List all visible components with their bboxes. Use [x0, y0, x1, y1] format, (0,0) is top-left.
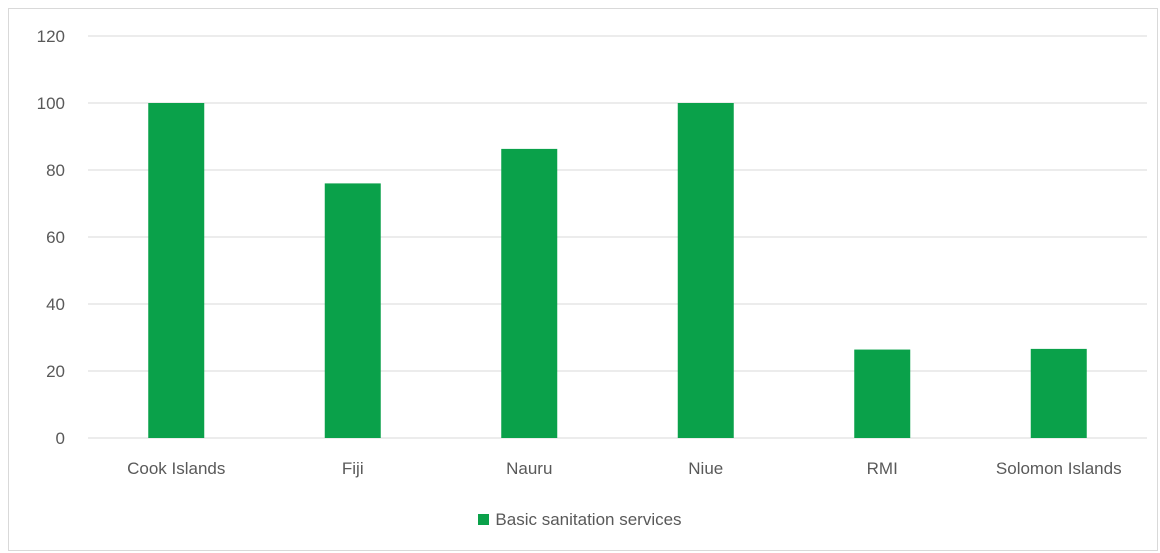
- bar: [501, 148, 558, 438]
- x-tick-label: Solomon Islands: [996, 459, 1122, 478]
- y-tick-label: 80: [46, 161, 65, 180]
- x-tick-label: Niue: [688, 459, 723, 478]
- bars: [148, 103, 1087, 438]
- legend-swatch: [478, 514, 490, 525]
- gridlines: [88, 35, 1147, 439]
- bar: [324, 183, 381, 438]
- legend-label: Basic sanitation services: [495, 510, 682, 529]
- bar: [148, 103, 205, 438]
- bar: [1030, 348, 1087, 438]
- y-tick-label: 60: [46, 228, 65, 247]
- y-tick-label: 0: [56, 429, 65, 448]
- y-axis-tick-labels: 0 20 40 60 80 100 120: [37, 27, 65, 448]
- x-tick-label: Cook Islands: [127, 459, 225, 478]
- legend: Basic sanitation services: [0, 510, 1160, 530]
- y-tick-label: 40: [46, 295, 65, 314]
- bar: [677, 103, 734, 438]
- x-tick-label: Fiji: [342, 459, 364, 478]
- y-tick-label: 100: [37, 94, 65, 113]
- x-tick-label: Nauru: [506, 459, 552, 478]
- bar: [854, 349, 911, 438]
- y-tick-label: 20: [46, 362, 65, 381]
- y-tick-label: 120: [37, 27, 65, 46]
- x-tick-label: RMI: [867, 459, 898, 478]
- x-axis-tick-labels: Cook Islands Fiji Nauru Niue RMI Solomon Isla…: [127, 459, 1121, 478]
